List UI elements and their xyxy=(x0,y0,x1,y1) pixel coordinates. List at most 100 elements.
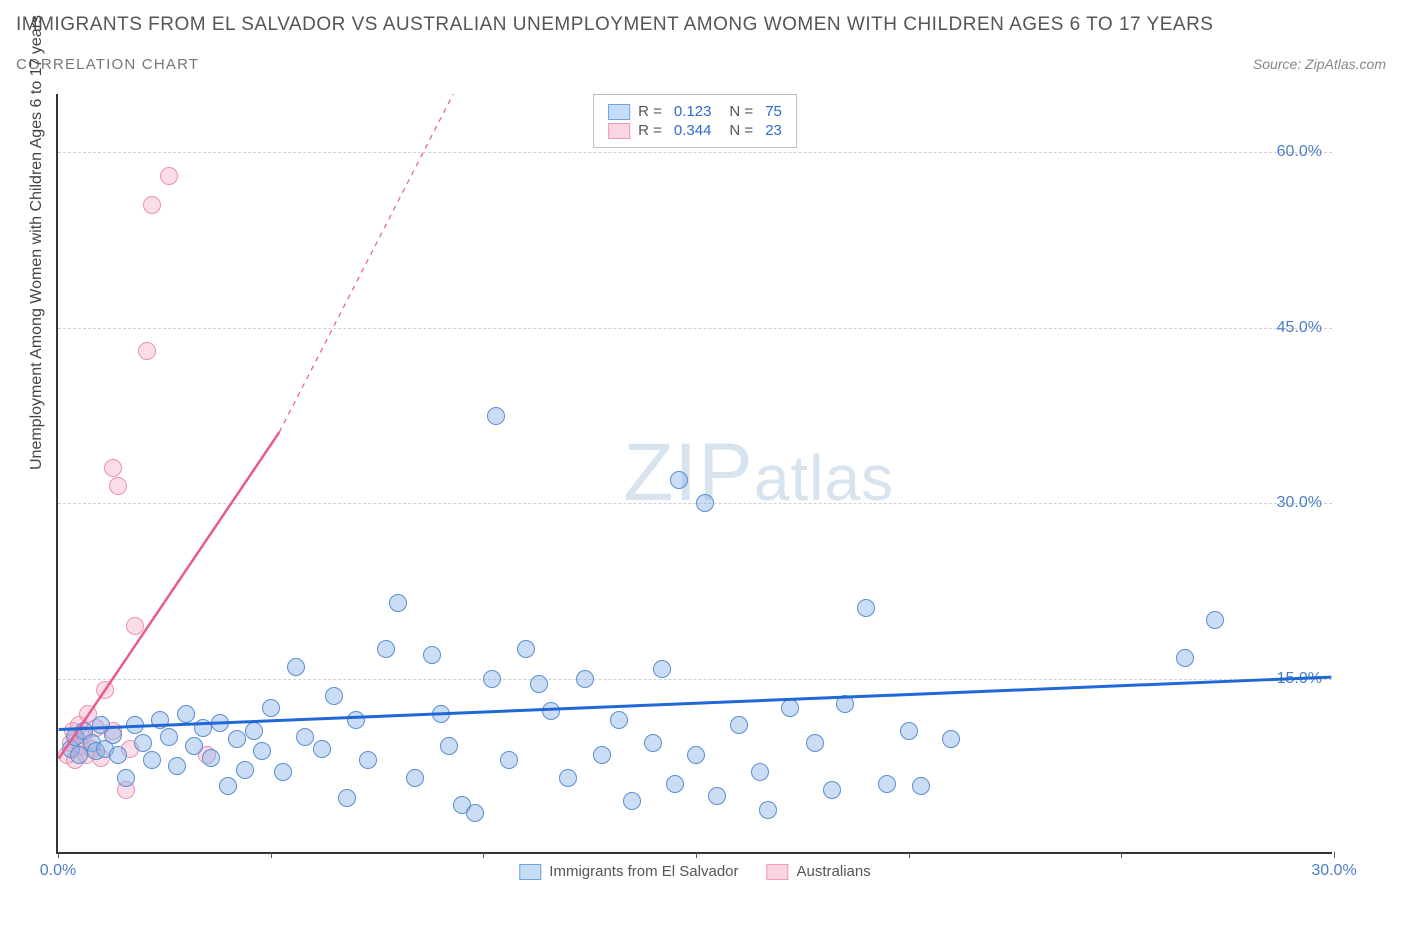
swatch-blue-icon xyxy=(608,104,630,120)
scatter-point xyxy=(823,781,841,799)
scatter-point xyxy=(168,757,186,775)
x-tick-label: 30.0% xyxy=(1311,862,1356,880)
swatch-pink-icon xyxy=(767,864,789,880)
scatter-point xyxy=(730,716,748,734)
scatter-point xyxy=(219,777,237,795)
y-tick-label: 45.0% xyxy=(1277,319,1322,337)
scatter-point xyxy=(117,769,135,787)
scatter-point xyxy=(377,640,395,658)
scatter-point xyxy=(104,726,122,744)
n-label: N = xyxy=(729,103,753,120)
scatter-point xyxy=(211,714,229,732)
scatter-point xyxy=(406,769,424,787)
scatter-point xyxy=(228,730,246,748)
legend-stats: R = 0.123 N = 75 R = 0.344 N = 23 xyxy=(593,94,797,148)
scatter-point xyxy=(104,459,122,477)
scatter-point xyxy=(440,737,458,755)
scatter-point xyxy=(126,716,144,734)
scatter-point xyxy=(338,789,356,807)
scatter-point xyxy=(696,494,714,512)
scatter-point xyxy=(942,730,960,748)
scatter-point xyxy=(143,751,161,769)
scatter-point xyxy=(325,687,343,705)
scatter-point xyxy=(530,675,548,693)
scatter-point xyxy=(576,670,594,688)
scatter-point xyxy=(708,787,726,805)
scatter-point xyxy=(1206,611,1224,629)
source-label: Source: ZipAtlas.com xyxy=(1253,56,1386,72)
x-tick-mark xyxy=(909,852,910,858)
scatter-point xyxy=(194,719,212,737)
scatter-point xyxy=(160,728,178,746)
scatter-point xyxy=(644,734,662,752)
legend-item-pink: Australians xyxy=(767,863,871,880)
watermark-zip: ZIP xyxy=(623,427,754,518)
legend-item-blue: Immigrants from El Salvador xyxy=(519,863,738,880)
scatter-point xyxy=(389,594,407,612)
scatter-point xyxy=(751,763,769,781)
scatter-point xyxy=(262,699,280,717)
scatter-point xyxy=(253,742,271,760)
scatter-point xyxy=(177,705,195,723)
chart-title: IMMIGRANTS FROM EL SALVADOR VS AUSTRALIA… xyxy=(16,14,1213,36)
r-label: R = xyxy=(638,103,662,120)
x-tick-mark xyxy=(483,852,484,858)
scatter-point xyxy=(185,737,203,755)
x-tick-label: 0.0% xyxy=(40,862,76,880)
y-tick-label: 30.0% xyxy=(1277,494,1322,512)
gridline xyxy=(58,679,1332,680)
scatter-point xyxy=(151,711,169,729)
scatter-point xyxy=(542,702,560,720)
y-tick-label: 15.0% xyxy=(1277,670,1322,688)
legend-row-blue: R = 0.123 N = 75 xyxy=(608,103,782,120)
scatter-point xyxy=(857,599,875,617)
legend-label-pink: Australians xyxy=(797,863,871,880)
scatter-point xyxy=(912,777,930,795)
scatter-point xyxy=(134,734,152,752)
scatter-point xyxy=(487,407,505,425)
scatter-point xyxy=(202,749,220,767)
x-tick-mark xyxy=(58,852,59,858)
scatter-point xyxy=(1176,649,1194,667)
trend-line xyxy=(279,94,453,432)
scatter-point xyxy=(287,658,305,676)
y-axis-label: Unemployment Among Women with Children A… xyxy=(28,15,46,470)
legend-row-pink: R = 0.344 N = 23 xyxy=(608,122,782,139)
scatter-point xyxy=(423,646,441,664)
scatter-point xyxy=(126,617,144,635)
x-tick-mark xyxy=(271,852,272,858)
scatter-point xyxy=(109,746,127,764)
scatter-point xyxy=(593,746,611,764)
scatter-point xyxy=(517,640,535,658)
scatter-point xyxy=(466,804,484,822)
scatter-point xyxy=(836,695,854,713)
x-tick-mark xyxy=(696,852,697,858)
r-value-blue: 0.123 xyxy=(674,103,712,120)
x-tick-mark xyxy=(1334,852,1335,858)
scatter-point xyxy=(623,792,641,810)
scatter-point xyxy=(759,801,777,819)
n-value-blue: 75 xyxy=(765,103,782,120)
scatter-point xyxy=(610,711,628,729)
scatter-point xyxy=(666,775,684,793)
scatter-point xyxy=(138,342,156,360)
r-value-pink: 0.344 xyxy=(674,122,712,139)
scatter-point xyxy=(296,728,314,746)
plot-area: ZIPatlas R = 0.123 N = 75 R = 0.344 N = … xyxy=(56,94,1332,854)
scatter-point xyxy=(274,763,292,781)
scatter-point xyxy=(900,722,918,740)
scatter-point xyxy=(359,751,377,769)
scatter-point xyxy=(483,670,501,688)
legend-label-blue: Immigrants from El Salvador xyxy=(549,863,738,880)
scatter-point xyxy=(245,722,263,740)
scatter-point xyxy=(96,681,114,699)
scatter-point xyxy=(143,196,161,214)
gridline xyxy=(58,328,1332,329)
scatter-point xyxy=(653,660,671,678)
scatter-point xyxy=(500,751,518,769)
scatter-point xyxy=(687,746,705,764)
scatter-point xyxy=(670,471,688,489)
r-label: R = xyxy=(638,122,662,139)
watermark: ZIPatlas xyxy=(623,426,894,520)
scatter-point xyxy=(806,734,824,752)
